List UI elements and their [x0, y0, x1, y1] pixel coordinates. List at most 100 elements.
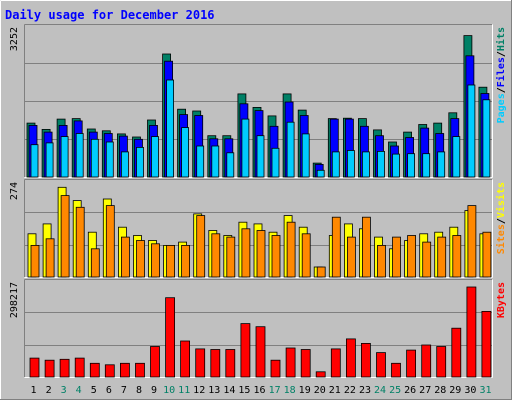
bar-kbytes-day-1 — [29, 357, 40, 378]
y-max-label: 274 — [9, 182, 20, 200]
bar-kbytes-day-6 — [104, 364, 115, 378]
bar-kbytes-day-9 — [150, 346, 160, 378]
x-tick-label-day-24: 24 — [374, 385, 386, 396]
bar-pages-day-17 — [271, 147, 280, 178]
bar-kbytes-day-31 — [481, 310, 492, 378]
x-tick-label-day-30: 30 — [464, 385, 476, 396]
bar-pages-day-15 — [241, 118, 250, 178]
x-tick-label-day-5: 5 — [91, 385, 97, 396]
bar-sites-day-2 — [45, 238, 55, 278]
bar-kbytes-day-26 — [406, 349, 417, 378]
x-tick-label-day-3: 3 — [61, 385, 67, 396]
x-tick-label-day-22: 22 — [344, 385, 356, 396]
x-tick-label-day-26: 26 — [404, 385, 416, 396]
series-axis-label-part: Files — [495, 57, 507, 87]
series-pages — [30, 79, 491, 178]
series-axis-label-part: Visits — [495, 182, 507, 218]
bar-pages-day-29 — [452, 136, 461, 178]
bar-sites-day-22 — [346, 236, 356, 278]
bar-sites-day-11 — [181, 244, 191, 278]
bar-sites-day-16 — [256, 230, 266, 278]
bar-sites-day-25 — [392, 236, 401, 278]
bar-pages-day-25 — [392, 153, 400, 178]
series-axis-label-part: / — [496, 218, 507, 224]
chart-panel-2: 274 Sites/Visits — [9, 179, 507, 278]
bar-sites-day-28 — [437, 236, 447, 278]
bar-pages-day-5 — [90, 138, 99, 178]
bar-sites-day-27 — [422, 241, 432, 278]
bar-kbytes-day-28 — [436, 346, 447, 378]
bar-kbytes-day-2 — [44, 359, 55, 378]
x-tick-label-day-16: 16 — [253, 385, 265, 396]
bar-sites-day-23 — [361, 216, 371, 278]
bar-sites-day-4 — [75, 206, 85, 278]
x-axis-labels: 1 2 3 4 5 6 7 8 9 10 11 12 13 14 15 16 17 18 19 20 21 22 23 24 2… — [30, 385, 491, 396]
bar-sites-day-1 — [30, 244, 40, 278]
bar-kbytes-day-19 — [300, 349, 311, 378]
x-tick-label-day-27: 27 — [419, 385, 431, 396]
y-max-label: 298217 — [9, 282, 20, 318]
bar-kbytes-day-18 — [285, 347, 296, 378]
bar-kbytes-day-4 — [74, 357, 85, 378]
x-tick-label-day-6: 6 — [106, 385, 112, 396]
bar-pages-day-11 — [181, 127, 190, 178]
bar-kbytes-day-17 — [270, 359, 281, 378]
bar-sites-day-29 — [452, 235, 462, 278]
x-tick-label-day-18: 18 — [284, 385, 296, 396]
bar-pages-day-21 — [331, 151, 340, 178]
bar-pages-day-18 — [286, 121, 295, 178]
series-sites — [30, 195, 492, 278]
bar-pages-day-6 — [105, 141, 114, 178]
bar-pages-day-14 — [226, 152, 235, 178]
bar-kbytes-day-15 — [240, 323, 251, 378]
chart-panel-1: 3252 Pages/Files/Hits — [9, 24, 507, 178]
x-tick-label-day-4: 4 — [76, 385, 82, 396]
bar-kbytes-day-3 — [59, 358, 70, 378]
bar-pages-day-8 — [136, 146, 144, 178]
bar-kbytes-day-20 — [315, 371, 326, 378]
bar-sites-day-9 — [151, 243, 160, 278]
bar-kbytes-day-30 — [466, 286, 477, 378]
bar-pages-day-23 — [361, 151, 370, 178]
bar-pages-day-19 — [301, 133, 310, 178]
bar-kbytes-day-10 — [165, 297, 176, 378]
bar-pages-day-16 — [256, 135, 265, 178]
bar-pages-day-28 — [437, 151, 446, 178]
bar-pages-day-10 — [166, 79, 175, 178]
series-axis-label-part: / — [496, 51, 507, 57]
series-axis-label-part: / — [496, 87, 507, 93]
x-tick-label-day-14: 14 — [223, 385, 235, 396]
chart-panels: 3252Pages/Files/Hits274Sites/Visits29821… — [9, 24, 507, 378]
bar-pages-day-13 — [211, 145, 220, 178]
series-axis-label-part: Sites — [495, 224, 507, 254]
bar-sites-day-30 — [467, 205, 477, 278]
bar-sites-day-26 — [407, 235, 417, 278]
x-tick-label-day-23: 23 — [359, 385, 371, 396]
bar-kbytes-day-24 — [376, 352, 386, 378]
x-tick-label-day-11: 11 — [178, 385, 190, 396]
x-tick-label-day-25: 25 — [389, 385, 401, 396]
bar-sites-day-5 — [90, 248, 100, 278]
bar-kbytes-day-21 — [330, 348, 341, 378]
x-tick-label-day-31: 31 — [479, 385, 491, 396]
bar-sites-day-20 — [316, 266, 326, 278]
bar-sites-day-12 — [196, 215, 206, 278]
bar-kbytes-day-13 — [210, 349, 221, 378]
series-axis-label: Pages/Files/Hits — [495, 27, 507, 123]
x-tick-label-day-7: 7 — [121, 385, 127, 396]
bar-pages-day-1 — [30, 144, 39, 178]
x-tick-label-day-10: 10 — [163, 385, 175, 396]
bar-sites-day-18 — [286, 221, 296, 278]
y-max-label: 3252 — [9, 27, 20, 51]
x-tick-label-day-15: 15 — [238, 385, 250, 396]
bar-pages-day-3 — [60, 136, 69, 178]
bar-sites-day-24 — [377, 244, 386, 278]
series-axis-label-part: Pages — [496, 93, 507, 123]
x-tick-label-day-21: 21 — [329, 385, 341, 396]
x-tick-label-day-2: 2 — [46, 385, 52, 396]
bar-kbytes-day-14 — [225, 349, 236, 378]
x-tick-label-day-28: 28 — [434, 385, 446, 396]
bar-kbytes-day-7 — [120, 362, 130, 378]
bar-pages-day-12 — [196, 145, 205, 178]
